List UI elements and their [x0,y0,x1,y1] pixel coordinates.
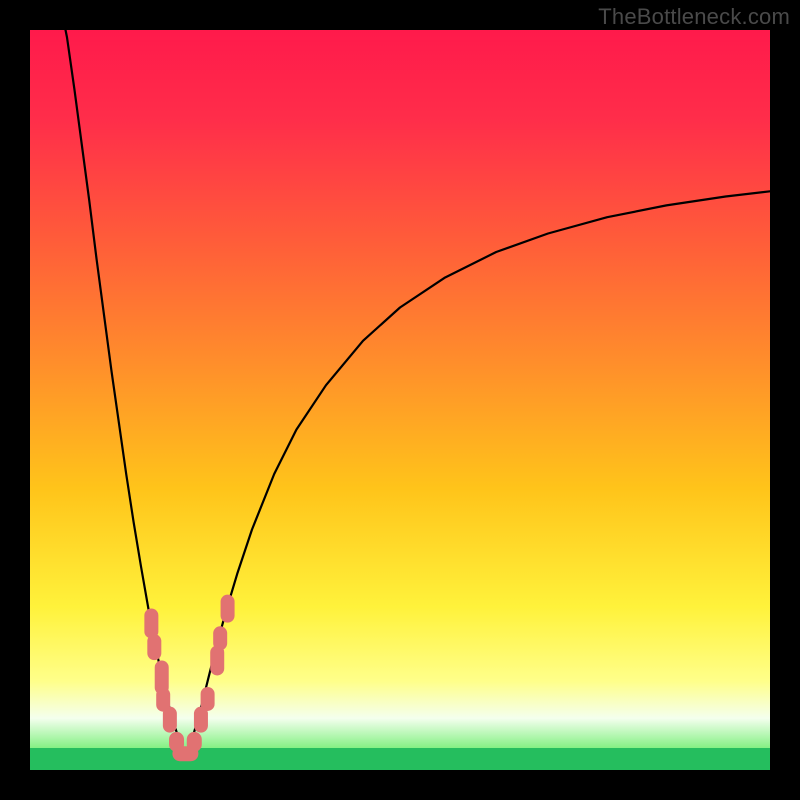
source-watermark: TheBottleneck.com [598,4,790,30]
chart-green-band [30,748,770,770]
data-marker [201,687,215,711]
data-marker [221,595,235,623]
data-marker [213,626,227,650]
data-marker [144,608,158,638]
data-marker [187,732,202,752]
bottleneck-chart [0,0,800,800]
data-marker [163,707,177,733]
data-marker [147,634,161,660]
chart-background-gradient [30,30,770,770]
